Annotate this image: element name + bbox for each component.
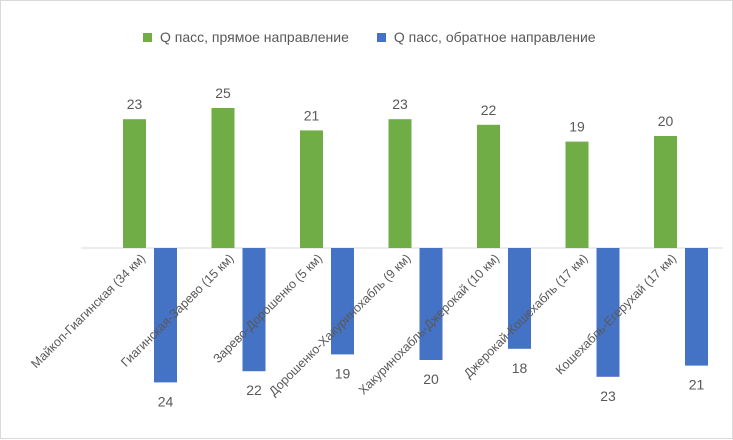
data-label-reverse-0: 24 (158, 393, 174, 409)
bar-forward-2 (300, 130, 323, 248)
legend-item-forward: Q пасс, прямое направление (143, 29, 349, 45)
data-label-reverse-4: 18 (512, 360, 528, 376)
bar-reverse-3 (419, 248, 443, 360)
data-label-forward-0: 23 (127, 96, 143, 112)
legend-label-forward: Q пасс, прямое направление (160, 29, 349, 45)
data-label-forward-1: 25 (215, 85, 231, 101)
bar-reverse-4 (508, 248, 531, 349)
data-label-reverse-1: 22 (246, 382, 262, 398)
data-label-forward-3: 23 (392, 96, 408, 112)
bar-forward-1 (211, 108, 235, 248)
bar-forward-5 (565, 141, 589, 248)
bar-forward-6 (654, 136, 677, 248)
bar-forward-3 (388, 119, 412, 248)
data-label-forward-4: 22 (481, 102, 497, 118)
bar-reverse-2 (331, 248, 354, 355)
legend-swatch-reverse (376, 32, 386, 42)
legend-label-reverse: Q пасс, обратное направление (393, 29, 596, 45)
data-label-reverse-3: 20 (423, 371, 439, 387)
bar-reverse-5 (596, 248, 620, 377)
bar-forward-4 (477, 124, 500, 248)
data-label-forward-5: 19 (569, 119, 585, 135)
bar-reverse-6 (685, 248, 708, 366)
data-label-forward-2: 21 (304, 107, 320, 123)
legend-item-reverse: Q пасс, обратное направление (376, 29, 596, 45)
data-label-forward-6: 20 (658, 113, 674, 129)
chart-legend: Q пасс, прямое направление Q пасс, обрат… (143, 29, 624, 45)
data-label-reverse-5: 23 (600, 388, 616, 404)
legend-swatch-forward (143, 32, 152, 42)
bar-reverse-1 (242, 248, 266, 372)
bar-forward-0 (123, 119, 146, 248)
data-label-reverse-2: 19 (335, 365, 351, 381)
data-label-reverse-6: 21 (689, 377, 705, 393)
bar-reverse-0 (154, 248, 177, 383)
